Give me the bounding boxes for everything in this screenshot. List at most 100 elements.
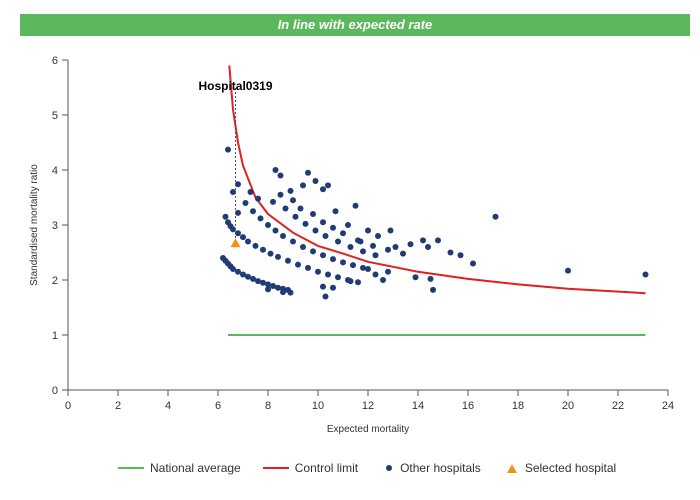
other-hospital-point	[565, 267, 571, 274]
other-hospital-point	[230, 226, 236, 233]
status-banner: In line with expected rate	[20, 14, 690, 36]
other-hospital-point	[320, 283, 326, 290]
other-hospital-point	[370, 242, 376, 249]
other-hospital-point	[222, 213, 229, 220]
other-hospital-point	[272, 167, 279, 173]
other-hospital-point	[365, 266, 371, 272]
other-hospital-point	[470, 260, 476, 267]
other-hospital-point	[242, 200, 249, 206]
other-hospital-point	[457, 252, 464, 259]
other-hospital-point	[255, 278, 261, 285]
other-hospital-point	[340, 259, 346, 266]
other-hospital-point	[310, 211, 316, 217]
other-hospital-point	[315, 268, 321, 275]
y-tick-label: 0	[52, 385, 58, 397]
other-hospital-point	[247, 189, 254, 195]
other-hospital-point	[350, 262, 356, 269]
other-hospital-point	[290, 238, 296, 245]
x-tick-label: 14	[412, 400, 424, 412]
legend-swatch-selected-hospital	[506, 463, 517, 473]
other-hospital-point	[265, 222, 271, 228]
other-hospital-point	[347, 278, 354, 285]
legend-label-other-hospitals: Other hospitals	[400, 461, 481, 475]
other-hospital-point	[277, 172, 284, 179]
other-hospital-point	[287, 289, 294, 296]
other-hospital-point	[260, 279, 266, 286]
other-hospital-point	[412, 274, 419, 281]
other-hospital-point	[427, 275, 434, 282]
other-hospital-point	[345, 222, 351, 228]
other-hospital-point	[357, 238, 364, 245]
y-tick-label: 4	[52, 165, 58, 177]
legend-item-national-average[interactable]: National average	[118, 461, 241, 475]
other-hospital-point	[352, 202, 359, 209]
other-hospital-point	[280, 289, 286, 296]
legend-label-national-average: National average	[150, 461, 241, 475]
other-hospital-point	[320, 219, 326, 226]
other-hospital-point	[340, 230, 346, 237]
other-hospital-point	[642, 271, 649, 278]
other-hospital-point	[300, 182, 306, 189]
legend-item-selected-hospital[interactable]: Selected hospital	[503, 461, 616, 475]
x-tick-label: 22	[612, 400, 624, 412]
other-hospitals-series	[220, 146, 649, 300]
x-tick-label: 8	[265, 400, 271, 412]
other-hospital-point	[235, 268, 241, 275]
other-hospital-point	[347, 244, 354, 250]
legend-item-other-hospitals[interactable]: Other hospitals	[380, 461, 481, 475]
x-tick-label: 12	[362, 400, 374, 412]
other-hospital-point	[265, 286, 271, 293]
other-hospital-point	[255, 195, 261, 202]
other-hospital-point	[257, 215, 264, 222]
x-tick-label: 10	[312, 400, 324, 412]
other-hospital-point	[230, 266, 236, 272]
other-hospital-point	[250, 208, 256, 215]
other-hospital-point	[252, 242, 259, 249]
other-hospital-point	[320, 252, 326, 259]
x-tick-label: 16	[462, 400, 474, 412]
selected-hospital-series: Hospital0319	[198, 79, 273, 248]
other-hospital-point	[380, 277, 386, 283]
other-hospital-point	[430, 286, 436, 293]
legend-label-selected-hospital: Selected hospital	[524, 461, 617, 475]
other-hospital-point	[320, 186, 326, 193]
other-hospital-point	[295, 261, 301, 268]
y-tick-label: 2	[52, 275, 58, 287]
x-tick-label: 2	[115, 400, 121, 412]
other-hospital-point	[250, 275, 256, 282]
other-hospital-point	[235, 181, 241, 188]
chart-legend: National average Control limit Other hos…	[118, 456, 616, 480]
other-hospital-point	[372, 271, 379, 278]
other-hospital-point	[325, 182, 331, 189]
selected-hospital-point	[230, 238, 241, 248]
other-hospital-point	[447, 249, 454, 256]
other-hospital-point	[285, 257, 291, 264]
legend-item-control-limit[interactable]: Control limit	[262, 461, 358, 475]
other-hospital-point	[400, 250, 406, 257]
other-hospital-point	[290, 197, 296, 204]
other-hospital-point	[392, 244, 399, 250]
y-tick-label: 3	[52, 220, 58, 232]
control-limit-series	[228, 65, 646, 295]
other-hospital-point	[270, 283, 276, 290]
x-tick-label: 18	[512, 400, 524, 412]
other-hospital-point	[287, 187, 294, 194]
other-hospital-point	[305, 169, 311, 176]
y-axis-title: Standardised mortality ratio	[29, 164, 40, 286]
x-tick-label: 4	[165, 400, 171, 412]
other-hospital-point	[235, 209, 241, 216]
other-hospital-point	[330, 224, 336, 231]
legend-swatch-control-limit	[262, 467, 289, 469]
other-hospital-point	[360, 264, 366, 271]
x-tick-label: 0	[65, 400, 71, 412]
x-tick-label: 24	[662, 400, 674, 412]
other-hospital-point	[272, 227, 279, 234]
legend-swatch-other-hospitals	[386, 465, 393, 471]
other-hospital-point	[387, 227, 394, 234]
other-hospital-point	[225, 146, 231, 153]
other-hospital-point	[230, 189, 236, 195]
other-hospital-point	[322, 233, 329, 239]
other-hospital-point	[280, 233, 286, 239]
other-hospital-point	[312, 227, 319, 234]
